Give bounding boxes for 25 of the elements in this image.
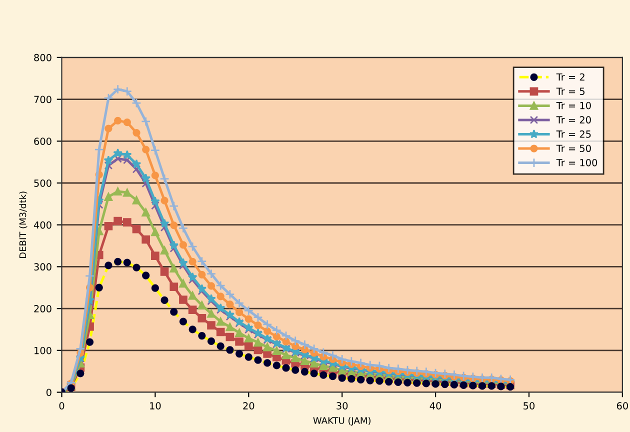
- x-axis-title: WAKTU (JAM): [313, 416, 370, 426]
- y-tick-label: 200: [34, 305, 52, 312]
- y-tick-label: 800: [34, 54, 52, 62]
- legend-label: Tr = 10: [556, 102, 591, 110]
- x-tick-label: 20: [243, 402, 254, 410]
- x-tick-label: 0: [59, 402, 64, 410]
- y-tick-label: 600: [34, 138, 52, 145]
- legend-label: Tr = 50: [556, 144, 591, 152]
- x-tick-label: 30: [336, 402, 348, 410]
- legend-label: Tr = 25: [556, 130, 591, 138]
- y-tick-label: 500: [34, 179, 52, 187]
- x-tick-label: 40: [430, 402, 442, 410]
- y-tick-label: 100: [34, 346, 52, 354]
- y-tick-label: 400: [34, 221, 52, 229]
- legend-label: Tr = 100: [556, 158, 598, 166]
- x-tick-label: 50: [524, 402, 535, 410]
- legend-label: Tr = 5: [556, 88, 585, 95]
- y-axis-title: DEBIT (M3/dtk): [19, 192, 28, 258]
- legend-label: Tr = 2: [556, 73, 584, 81]
- y-tick-label: 700: [34, 96, 52, 104]
- x-tick-label: 60: [616, 402, 628, 410]
- y-tick-label: 300: [34, 263, 52, 271]
- legend-label: Tr = 20: [556, 116, 591, 124]
- x-tick-label: 10: [150, 402, 161, 410]
- y-tick-label: 0: [46, 388, 52, 396]
